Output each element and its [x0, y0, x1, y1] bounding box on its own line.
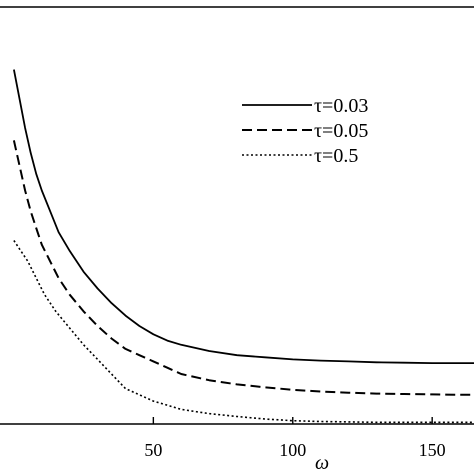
legend-label: τ=0.5	[314, 145, 358, 167]
series-line-dashed	[12, 140, 474, 396]
x-axis-label: ω	[315, 452, 329, 474]
x-tick-label: 150	[419, 440, 446, 460]
series-lines	[12, 69, 474, 424]
legend: τ=0.03 τ=0.05 τ=0.5	[242, 95, 368, 167]
axes	[0, 6, 474, 425]
legend-label: τ=0.05	[314, 120, 368, 142]
legend-label: τ=0.03	[314, 95, 368, 117]
x-tick-label: 50	[144, 440, 162, 460]
series-line-dotted	[13, 240, 474, 424]
x-ticks: 50 100 150	[144, 417, 446, 460]
series-line-solid	[13, 69, 474, 364]
x-tick-label: 100	[279, 440, 306, 460]
